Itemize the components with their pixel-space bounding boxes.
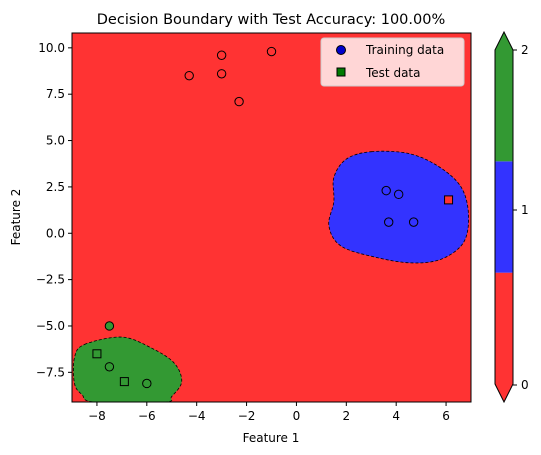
x-tick-label: −2 <box>238 409 256 423</box>
training-point <box>104 321 115 331</box>
training-point <box>216 69 227 79</box>
test-point <box>92 349 102 359</box>
x-axis: −8 −6 −4 −2 0 2 4 6 <box>88 402 450 423</box>
training-point <box>266 46 277 57</box>
y-tick-label: −5.0 <box>36 319 65 333</box>
x-tick-label: 4 <box>392 409 400 423</box>
x-tick-label: 2 <box>342 409 350 423</box>
colorbar-segment-1 <box>495 161 513 273</box>
training-point <box>408 217 419 227</box>
legend-box <box>320 37 465 87</box>
legend-marker-training <box>336 45 346 55</box>
legend-marker-test <box>336 67 346 77</box>
legend-label-test: Test data <box>365 66 420 80</box>
training-point <box>184 70 194 81</box>
x-tick-label: 0 <box>293 409 301 423</box>
training-point <box>104 362 115 372</box>
y-axis-title: Feature 2 <box>9 189 23 246</box>
colorbar-segment-0 <box>495 272 513 384</box>
training-point <box>216 50 227 60</box>
training-point <box>234 96 244 107</box>
training-point <box>142 378 152 389</box>
x-tick-label: 6 <box>442 409 450 423</box>
legend: Training data Test data <box>320 37 465 87</box>
colorbar-extend-min <box>495 384 513 402</box>
y-tick-label: 7.5 <box>46 87 65 101</box>
colorbar-extend-max <box>495 32 513 50</box>
colorbar-tick-label: 2 <box>521 43 529 57</box>
x-tick-label: −6 <box>138 409 156 423</box>
y-tick-label: 2.5 <box>46 180 65 194</box>
test-point <box>119 377 129 387</box>
y-tick-label: 0.0 <box>46 226 65 240</box>
plot-frame <box>71 32 472 403</box>
y-tick-label: 5.0 <box>46 134 65 148</box>
training-point <box>381 185 391 196</box>
colorbar-tick-label: 1 <box>521 203 529 217</box>
colorbar-outline <box>494 30 514 404</box>
x-tick-label: −4 <box>188 409 206 423</box>
training-point <box>393 189 404 200</box>
decision-region-class-1 <box>328 150 469 264</box>
colorbar-tick-label: 0 <box>521 378 529 392</box>
chart-title: Decision Boundary with Test Accuracy: 10… <box>97 12 445 28</box>
y-tick-label: −7.5 <box>36 365 65 379</box>
x-tick-label: −8 <box>88 409 106 423</box>
data-points <box>92 46 454 389</box>
colorbar: 0 1 2 <box>494 30 529 404</box>
y-tick-label: −2.5 <box>36 273 65 287</box>
test-point <box>444 195 454 205</box>
y-axis: −7.5 −5.0 −2.5 0.0 2.5 5.0 7.5 10.0 <box>36 41 72 379</box>
decision-regions <box>72 150 469 402</box>
legend-label-training: Training data <box>365 43 444 57</box>
colorbar-segment-2 <box>495 50 513 162</box>
training-point <box>384 217 394 227</box>
x-axis-title: Feature 1 <box>243 431 300 445</box>
y-tick-label: 10.0 <box>38 41 65 55</box>
